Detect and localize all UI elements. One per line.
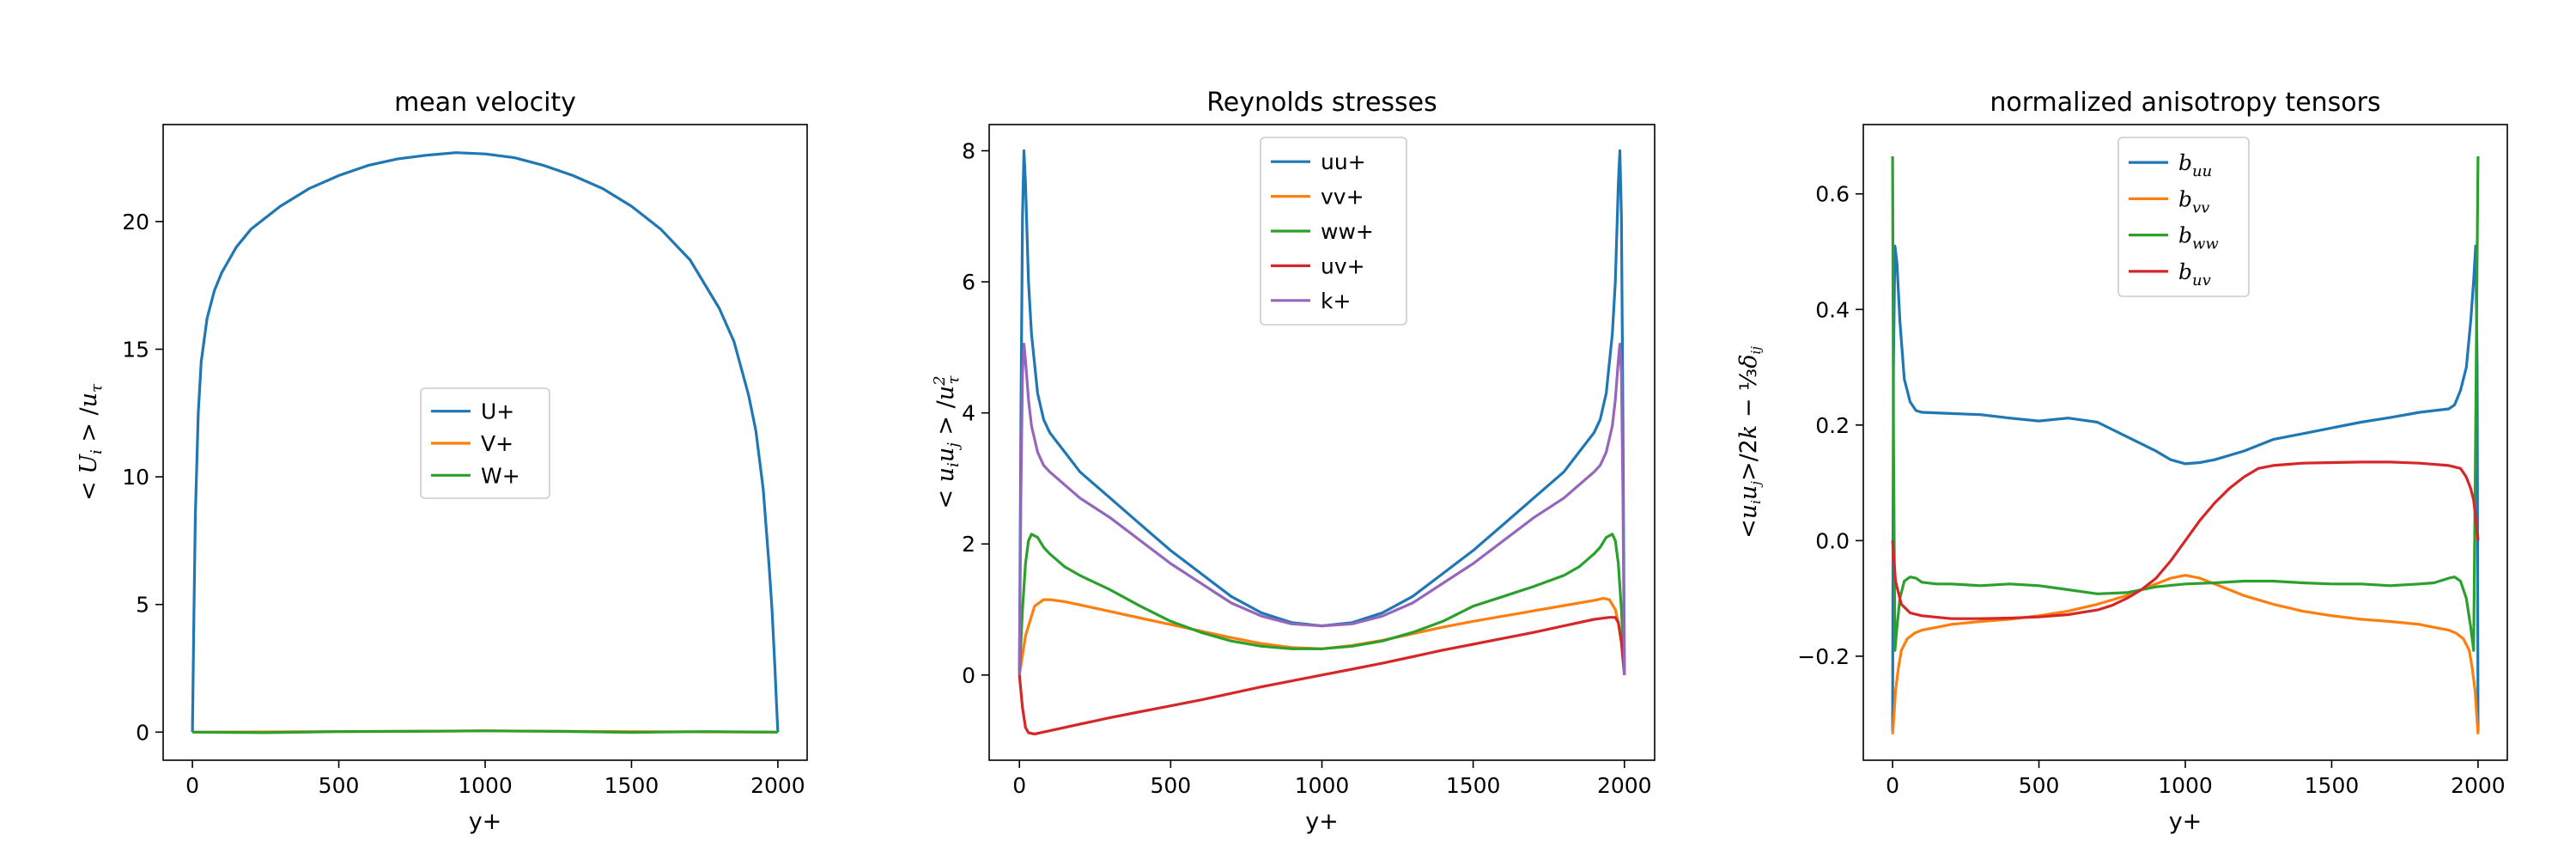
legend-label: ww+ [1321, 219, 1374, 244]
y-tick-label: 2 [962, 532, 975, 557]
x-tick-label: 1000 [458, 773, 513, 798]
x-tick-label: 1500 [1446, 773, 1501, 798]
x-tick-label: 2000 [1597, 773, 1652, 798]
y-tick-label: 0 [962, 663, 975, 688]
legend-frame [1260, 137, 1407, 326]
y-tick-label: 0.6 [1815, 182, 1850, 207]
legend: U+ V+ W+ [420, 387, 550, 499]
y-tick-label: 8 [962, 139, 975, 164]
legend-frame [2117, 137, 2250, 297]
x-tick-label: 500 [319, 773, 360, 798]
mean-velocity-axes: 0 500 1000 1500 2000 0 5 10 15 20 mean velocity y+ <… [76, 88, 808, 835]
x-tick-label: 2000 [2451, 773, 2506, 798]
y-tick-label: 0.2 [1815, 413, 1850, 438]
y-tick-label: 5 [136, 593, 149, 618]
x-tick-label: 0 [1012, 773, 1026, 798]
series-line-u- [191, 151, 780, 733]
y-tick-label: 0 [136, 720, 149, 745]
x-axis-label: y+ [2169, 808, 2202, 835]
legend: uu+ vv+ ww+ uv+ k+ [1260, 137, 1407, 326]
y-tick-label: 0.0 [1815, 528, 1850, 553]
x-tick-label: 2000 [750, 773, 805, 798]
legend-label: buu [2178, 150, 2212, 180]
legend-label: uv+ [1321, 253, 1365, 278]
y-axis-label: < Ui > /uτ [76, 383, 106, 501]
series-line-b-uu [1891, 244, 2480, 732]
legend-label: bww [2178, 223, 2219, 253]
x-tick-label: 500 [2019, 773, 2060, 798]
legend-label: bvv [2178, 186, 2209, 216]
series-line-ww- [1018, 533, 1626, 675]
legend-label: vv+ [1321, 185, 1364, 210]
plot-area [191, 151, 780, 734]
legend-frame [420, 387, 550, 499]
legend: buu bvv bww buv [2117, 137, 2250, 297]
y-axis-label: <uiuj>/2k − ⅓δij [1735, 346, 1764, 539]
x-tick-label: 1500 [2305, 773, 2360, 798]
series-line-uv- [1018, 616, 1626, 736]
y-tick-label: 4 [962, 401, 975, 426]
x-tick-label: 1500 [605, 773, 659, 798]
x-axis-label: y+ [1305, 808, 1339, 835]
x-tick-label: 500 [1151, 773, 1192, 798]
x-tick-label: 0 [185, 773, 199, 798]
y-tick-label: 0.4 [1815, 297, 1850, 322]
plot-area [1018, 149, 1626, 736]
x-tick-label: 1000 [1295, 773, 1350, 798]
legend-label: k+ [1321, 289, 1351, 314]
chart-title: Reynolds stresses [1206, 88, 1437, 118]
chart-title: mean velocity [394, 88, 576, 118]
y-tick-label: 6 [962, 270, 975, 295]
series-line-w- [192, 729, 778, 734]
series-line-k- [1018, 343, 1626, 675]
series-line-b-ww [1891, 155, 2480, 652]
plot-area [1891, 155, 2480, 734]
y-axis-label: < uiuj > /u2τ [931, 375, 963, 509]
legend-label: buv [2178, 259, 2211, 289]
x-axis-label: y+ [469, 808, 502, 835]
series-line-b-uv [1891, 460, 2480, 620]
series-line-b-vv [1891, 574, 2480, 734]
x-tick-label: 1000 [2158, 773, 2213, 798]
anisotropy-axes: 0 500 1000 1500 2000 −0.2 0.0 0.2 0.4 0.6 normaliz… [1735, 88, 2508, 835]
chart-title: normalized anisotropy tensors [1990, 88, 2380, 118]
legend-label: U+ [481, 399, 514, 424]
y-tick-label: 10 [122, 465, 149, 490]
y-tick-label: −0.2 [1797, 644, 1850, 669]
y-tick-label: 15 [122, 338, 149, 362]
legend-label: V+ [481, 431, 513, 456]
series-line-vv- [1018, 596, 1626, 676]
y-tick-label: 20 [122, 210, 149, 235]
reynolds-stresses-axes: 0 500 1000 1500 2000 0 2 4 6 8 Reynolds stresses y+… [931, 88, 1656, 835]
legend-label: W+ [481, 463, 520, 488]
legend-label: uu+ [1321, 149, 1366, 174]
x-tick-label: 0 [1886, 773, 1899, 798]
